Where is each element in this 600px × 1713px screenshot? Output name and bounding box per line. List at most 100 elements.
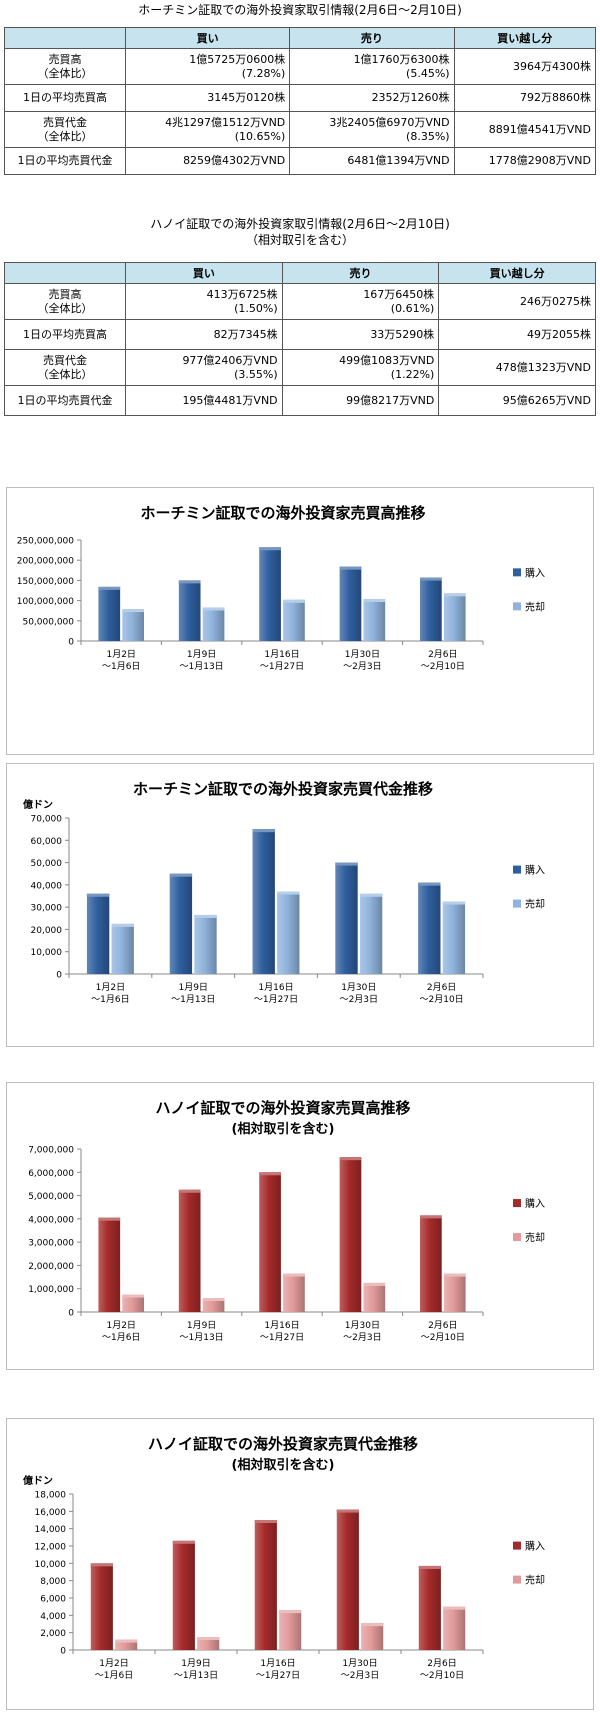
y-tick-label: 0 <box>56 971 62 981</box>
chart-hcm-volume-svg: ホーチミン証取での海外投資家売買高推移 0 50,000,000 100,000,00… <box>17 504 545 672</box>
legend-label: 購入 <box>525 1540 545 1553</box>
bar-売却 <box>197 1637 220 1650</box>
cell-value: 499億1083万VND <box>339 353 435 367</box>
y-tick-label: 40,000 <box>31 881 63 891</box>
bar-購入 <box>178 580 201 641</box>
bar-売却 <box>359 893 383 974</box>
table-cell: 49万2055株 <box>438 319 596 350</box>
x-tick-label: 2月6日 <box>427 982 456 993</box>
bar-購入 <box>418 1565 441 1650</box>
table-cell: 95億6265万VND <box>438 385 596 416</box>
x-tick-label: 〜1月27日 <box>256 1670 300 1681</box>
y-tick-label: 30,000 <box>31 904 63 914</box>
table-row: 売買代金 （全体比） 4兆1297億1512万VND (10.65%) 3兆2405億6… <box>4 111 597 148</box>
bar-購入 <box>418 882 441 974</box>
cell-value: 478億1323万VND <box>495 360 591 374</box>
x-tick-label: 1月16日 <box>264 649 299 660</box>
y-tick-label: 20,000 <box>31 926 63 936</box>
bar-購入 <box>420 1215 442 1312</box>
bar-購入 <box>420 577 442 641</box>
bar-購入 <box>259 1172 281 1312</box>
x-tick-label: 1月9日 <box>181 1658 210 1669</box>
x-tick-label: 2月6日 <box>428 649 457 660</box>
cell-value: 2352万1260株 <box>371 91 450 104</box>
x-tick-label: 〜2月3日 <box>340 994 378 1005</box>
y-tick-label: 10,000 <box>31 948 63 958</box>
bar-購入 <box>169 873 193 974</box>
x-tick-label: 〜1月6日 <box>91 994 129 1005</box>
cell-value: 246万0275株 <box>520 294 591 308</box>
x-tick-label: 1月2日 <box>106 649 135 660</box>
x-tick-label: 〜2月3日 <box>343 1332 381 1343</box>
x-tick-label: 〜1月6日 <box>95 1670 133 1681</box>
table-row: 売買高 （全体比） 1億5725万0600株 (7.28%) 1億1760万6300株(… <box>4 48 597 85</box>
table-header-blank <box>4 27 126 49</box>
table-cell: 2352万1260株 <box>289 84 455 112</box>
chart-hcm-value: ホーチミン証取での海外投資家売買代金推移 億ドン 0 10,000 20,000 30,0… <box>6 763 594 1047</box>
hn-table-subtitle: （相対取引を含む） <box>245 233 354 247</box>
cell-value: (0.61%) <box>390 301 435 315</box>
table-cell: 195億4481万VND <box>125 385 283 416</box>
table-cell: 413万6725株 (1.50%) <box>125 283 283 320</box>
row-label-note: （全体比） <box>37 301 93 315</box>
bar-購入 <box>178 1189 201 1312</box>
y-tick-label: 14,000 <box>35 1525 67 1535</box>
chart-title: ハノイ証取での海外投資家売買高推移 <box>155 1099 410 1117</box>
table-row: 売買代金 （全体比） 977億2406万VND (3.55%) 499億1083万VND… <box>4 349 596 386</box>
bar-売却 <box>442 901 466 974</box>
cell-value: (10.65%) <box>234 129 286 143</box>
chart-hcm-volume: ホーチミン証取での海外投資家売買高推移 0 50,000,000 100,000,00… <box>6 487 594 755</box>
chart-title: ホーチミン証取での海外投資家売買高推移 <box>140 504 425 522</box>
y-axis-label: 億ドン <box>23 1474 53 1487</box>
legend-label: 売却 <box>525 898 545 911</box>
hn-table-title: ハノイ証取での海外投資家取引情報(2月6日〜2月10日) <box>150 217 450 231</box>
table-row-label: 売買代金 （全体比） <box>4 349 126 386</box>
y-tick-label: 4,000,000 <box>28 1215 74 1225</box>
row-label-text: 1日の平均売買代金 <box>17 154 113 167</box>
table-header-cell: 買い越し分 <box>438 262 596 284</box>
y-tick-label: 8,000 <box>40 1577 66 1587</box>
y-tick-label: 4,000 <box>40 1612 66 1622</box>
y-tick-label: 50,000 <box>31 859 63 869</box>
legend-swatch <box>513 1541 521 1550</box>
table-cell: 3964万4300株 <box>453 48 597 85</box>
y-tick-label: 7,000,000 <box>28 1146 74 1156</box>
chart-title: ハノイ証取での海外投資家売買代金推移 <box>148 1435 418 1453</box>
cell-value: 8891億4541万VND <box>488 122 591 136</box>
table-row: 1日の平均売買高 3145万0120株 2352万1260株 792万8860株 <box>4 84 597 112</box>
table-cell: 8891億4541万VND <box>453 111 597 148</box>
bar-売却 <box>363 598 386 641</box>
table-header-cell: 買い越し分 <box>453 27 597 49</box>
chart-subtitle: (相対取引を含む) <box>232 1121 335 1137</box>
table-cell: 1778億2908万VND <box>453 147 597 175</box>
table-cell: 8259億4302万VND <box>124 147 291 175</box>
table-header-cell: 買い <box>125 262 283 284</box>
cell-value: 3兆2405億6970万VND <box>329 115 450 129</box>
legend-label: 購入 <box>525 566 545 579</box>
bar-購入 <box>259 547 281 641</box>
y-tick-label: 2,000 <box>40 1629 66 1639</box>
hcm-trading-table: 買い 売り 買い越し分 売買高 （全体比） 1億5725万0600株 (7.28%) 1億17… <box>4 27 597 175</box>
y-tick-label: 16,000 <box>35 1508 67 1518</box>
y-tick-label: 12,000 <box>35 1543 67 1553</box>
bar-売却 <box>194 914 217 974</box>
table-header-cell: 買い <box>124 27 291 49</box>
bar-売却 <box>443 1606 466 1650</box>
x-tick-label: 1月30日 <box>345 649 380 660</box>
cell-value: (1.50%) <box>234 301 278 315</box>
table-row-label: 1日の平均売買代金 <box>4 147 126 175</box>
bar-購入 <box>339 1157 362 1312</box>
table-cell: 1億5725万0600株 (7.28%) <box>124 48 291 85</box>
table-cell: 99億8217万VND <box>281 385 440 416</box>
cell-value: 413万6725株 <box>206 287 278 301</box>
x-tick-label: 〜1月27日 <box>260 661 304 672</box>
y-tick-label: 18,000 <box>35 1491 67 1501</box>
bar-売却 <box>202 607 225 641</box>
bar-購入 <box>339 566 362 641</box>
hn-trading-table: 買い 売り 買い越し分 売買高 （全体比） 413万6725株 (1.50%) 167万645… <box>4 262 596 416</box>
cell-value: (5.45%) <box>406 66 450 80</box>
table-row-label: 売買高 （全体比） <box>4 48 126 85</box>
bar-購入 <box>98 1217 121 1312</box>
bar-売却 <box>443 593 466 641</box>
cell-value: 1億5725万0600株 <box>189 52 286 66</box>
